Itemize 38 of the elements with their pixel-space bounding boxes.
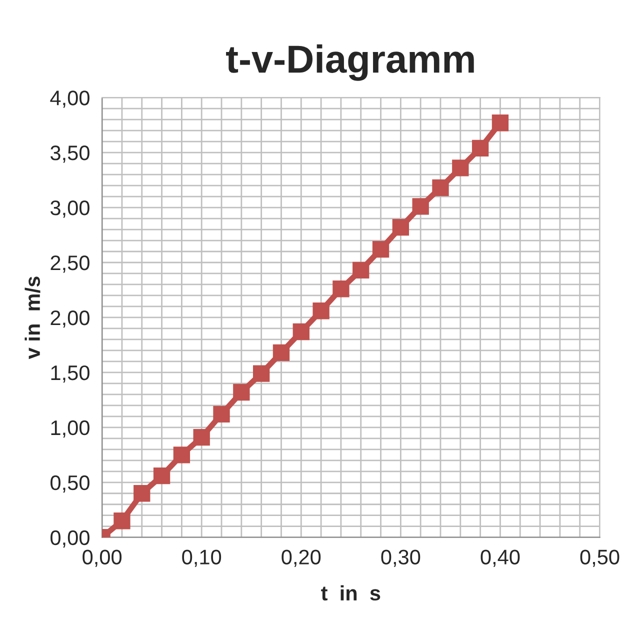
x-axis-title: t in s xyxy=(321,585,380,601)
point xyxy=(312,302,330,320)
point xyxy=(352,262,370,279)
point xyxy=(332,280,350,298)
y-tick-label: 2,00 xyxy=(50,310,90,328)
y-tick-label: 1,50 xyxy=(51,365,90,383)
point xyxy=(292,323,310,340)
x-tick-label: 0,20 xyxy=(282,550,321,567)
point xyxy=(114,512,130,530)
y-tick-label: 0,00 xyxy=(50,530,90,548)
point xyxy=(272,344,290,361)
y-tick-label: 4,00 xyxy=(50,90,90,108)
y-tick-label: 3,50 xyxy=(50,146,90,163)
point xyxy=(412,198,429,215)
y-axis-title: v in m/s xyxy=(24,276,40,360)
y-tick-label: 0,50 xyxy=(50,475,90,493)
point xyxy=(252,365,270,382)
x-tick-label: 0,50 xyxy=(580,550,620,567)
point xyxy=(452,160,469,176)
point xyxy=(153,467,170,484)
chart-title: t-v-Diagramm xyxy=(226,44,474,81)
point xyxy=(492,114,509,132)
point xyxy=(372,240,390,258)
x-tick-label: 0,30 xyxy=(381,550,420,567)
y-tick-label: 2,50 xyxy=(50,256,90,273)
point xyxy=(233,384,250,401)
x-tick-label: 0,00 xyxy=(82,550,122,567)
point xyxy=(134,485,150,502)
point xyxy=(173,446,190,464)
y-tick-label: 3,00 xyxy=(50,200,90,218)
point xyxy=(213,406,230,423)
point xyxy=(432,179,449,196)
x-tick-label: 0,10 xyxy=(182,550,222,567)
point xyxy=(193,428,210,446)
point xyxy=(472,140,489,156)
point xyxy=(392,218,410,236)
y-tick-label: 1,00 xyxy=(51,420,90,438)
x-tick-label: 0,40 xyxy=(480,550,520,567)
